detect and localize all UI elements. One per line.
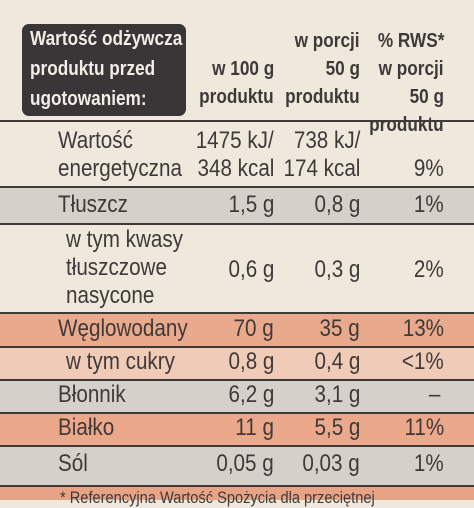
value-per-portion: 5,5 g [314,414,360,441]
row-label: Sól [58,450,88,477]
col-header-rws: produktu [369,114,444,136]
col-header-rws: 50 g [409,86,444,108]
row-band-blonnik [0,379,474,412]
value-per-100g: 348 kcal [197,155,274,182]
value-per-portion: 0,8 g [314,191,360,218]
value-per-portion: 0,3 g [314,256,360,283]
value-rws: 1% [414,450,444,477]
col-header-rws: % RWS* [377,30,444,52]
value-rws: 2% [414,256,444,283]
nutrition-title-line: produktu przed [30,58,156,80]
row-label: Węglowodany [58,315,188,342]
value-per-portion: 174 kcal [283,155,360,182]
footnote-band [0,485,474,500]
row-label: energetyczna [58,155,182,182]
row-label: Wartość [58,127,133,154]
row-separator [0,346,474,348]
value-per-100g: 11 g [235,414,274,441]
row-separator [0,379,474,381]
value-per-100g: 0,05 g [216,450,274,477]
row-label: w tym cukry [66,348,175,375]
row-label: nasycone [66,282,155,309]
row-separator [0,120,474,122]
value-per-portion: 0,4 g [314,348,360,375]
col-header-100g: produktu [199,86,274,108]
nutrition-title-line: Wartość odżywcza [30,28,183,50]
row-separator [0,312,474,314]
col-header-portion: produktu [285,86,360,108]
row-label: Tłuszcz [58,191,128,218]
row-label: Błonnik [58,381,126,408]
value-rws: <1% [402,348,444,375]
row-band-weglowodany [0,312,474,346]
row-band-tluszcz [0,186,474,223]
row-band-bialko [0,412,474,445]
value-per-100g: 1,5 g [228,191,274,218]
value-per-portion: 3,1 g [314,381,360,408]
row-separator [0,445,474,447]
value-per-100g: 6,2 g [228,381,274,408]
value-rws: – [428,381,440,408]
col-header-portion: w porcji [295,30,360,52]
nutrition-title-line: ugotowaniem: [30,88,147,110]
row-separator [0,485,474,487]
value-per-portion: 35 g [319,315,360,342]
value-per-portion: 0,03 g [302,450,360,477]
value-per-100g: 0,8 g [228,348,274,375]
value-per-100g: 0,6 g [228,256,274,283]
row-band-cukry [0,346,474,379]
row-separator [0,223,474,225]
nutrition-title-label [22,24,186,116]
value-per-100g: 1475 kJ/ [195,127,274,154]
value-rws: 11% [404,414,444,441]
col-header-rws: w porcji [379,58,444,80]
row-separator [0,186,474,188]
value-rws: 9% [414,155,444,182]
col-header-100g: w 100 g [211,58,274,80]
row-separator [0,412,474,414]
col-header-portion: 50 g [325,58,360,80]
value-per-portion: 738 kJ/ [293,127,360,154]
row-band-sol [0,445,474,485]
row-label: tłuszczowe [66,254,167,281]
value-rws: 13% [402,315,444,342]
row-label: w tym kwasy [66,226,183,253]
row-label: Białko [58,414,115,441]
value-rws: 1% [414,191,444,218]
footnote: * Referencyjna Wartość Spożycia dla prze… [60,488,375,507]
value-per-100g: 70 g [233,315,274,342]
